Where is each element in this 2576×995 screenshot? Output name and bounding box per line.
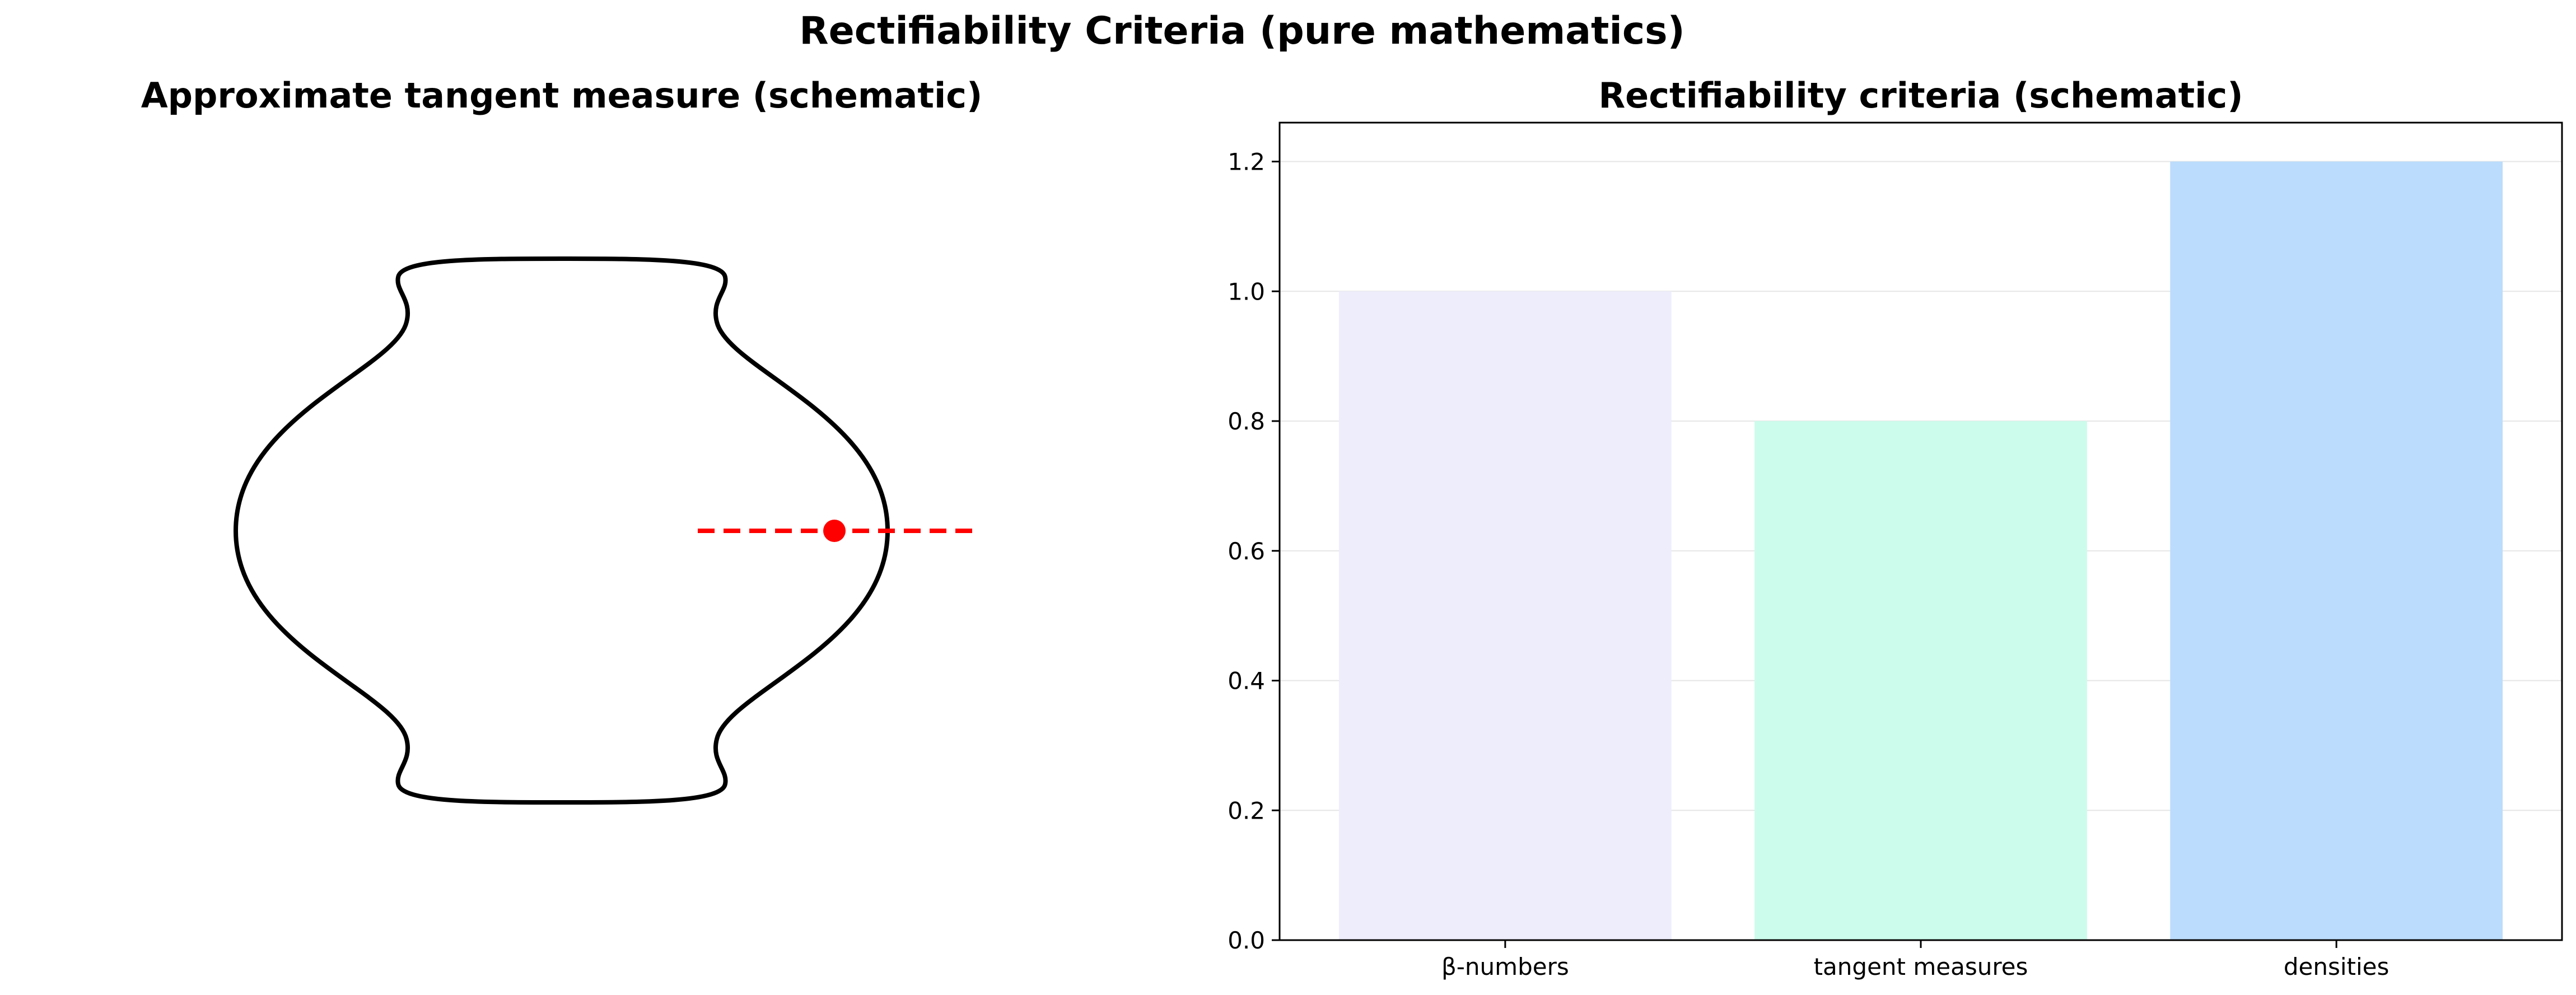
y-tick-label: 1.2 <box>1228 148 1265 176</box>
closed-curve <box>234 256 890 805</box>
chart-title: Rectifiability criteria (schematic) <box>1598 75 2243 116</box>
bar <box>1339 291 1672 941</box>
x-tick-label: tangent measures <box>1814 953 2028 980</box>
tangent-point <box>823 520 846 542</box>
y-tick-label: 0.6 <box>1228 538 1265 565</box>
bar-chart: Rectifiability criteria (schematic) 0.00… <box>1228 75 2563 980</box>
left-panel-title: Approximate tangent measure (schematic) <box>141 75 983 116</box>
y-tick-label: 0.8 <box>1228 408 1265 435</box>
y-tick-label: 1.0 <box>1228 278 1265 305</box>
y-tick-label: 0.4 <box>1228 667 1265 695</box>
bars <box>1339 161 2503 941</box>
x-ticks: β-numbers tangent measures densities <box>1441 940 2389 980</box>
x-tick-label: β-numbers <box>1441 953 1569 980</box>
x-tick-label: densities <box>2284 953 2390 980</box>
figure-title: Rectifiability Criteria (pure mathematic… <box>799 9 1684 53</box>
y-tick-label: 0.0 <box>1228 927 1265 954</box>
y-ticks: 0.0 0.2 0.4 0.6 0.8 1.0 1.2 <box>1228 148 1280 954</box>
bar <box>1754 421 2087 940</box>
bar <box>2170 161 2503 940</box>
left-panel: Approximate tangent measure (schematic) <box>141 75 983 805</box>
y-tick-label: 0.2 <box>1228 797 1265 824</box>
